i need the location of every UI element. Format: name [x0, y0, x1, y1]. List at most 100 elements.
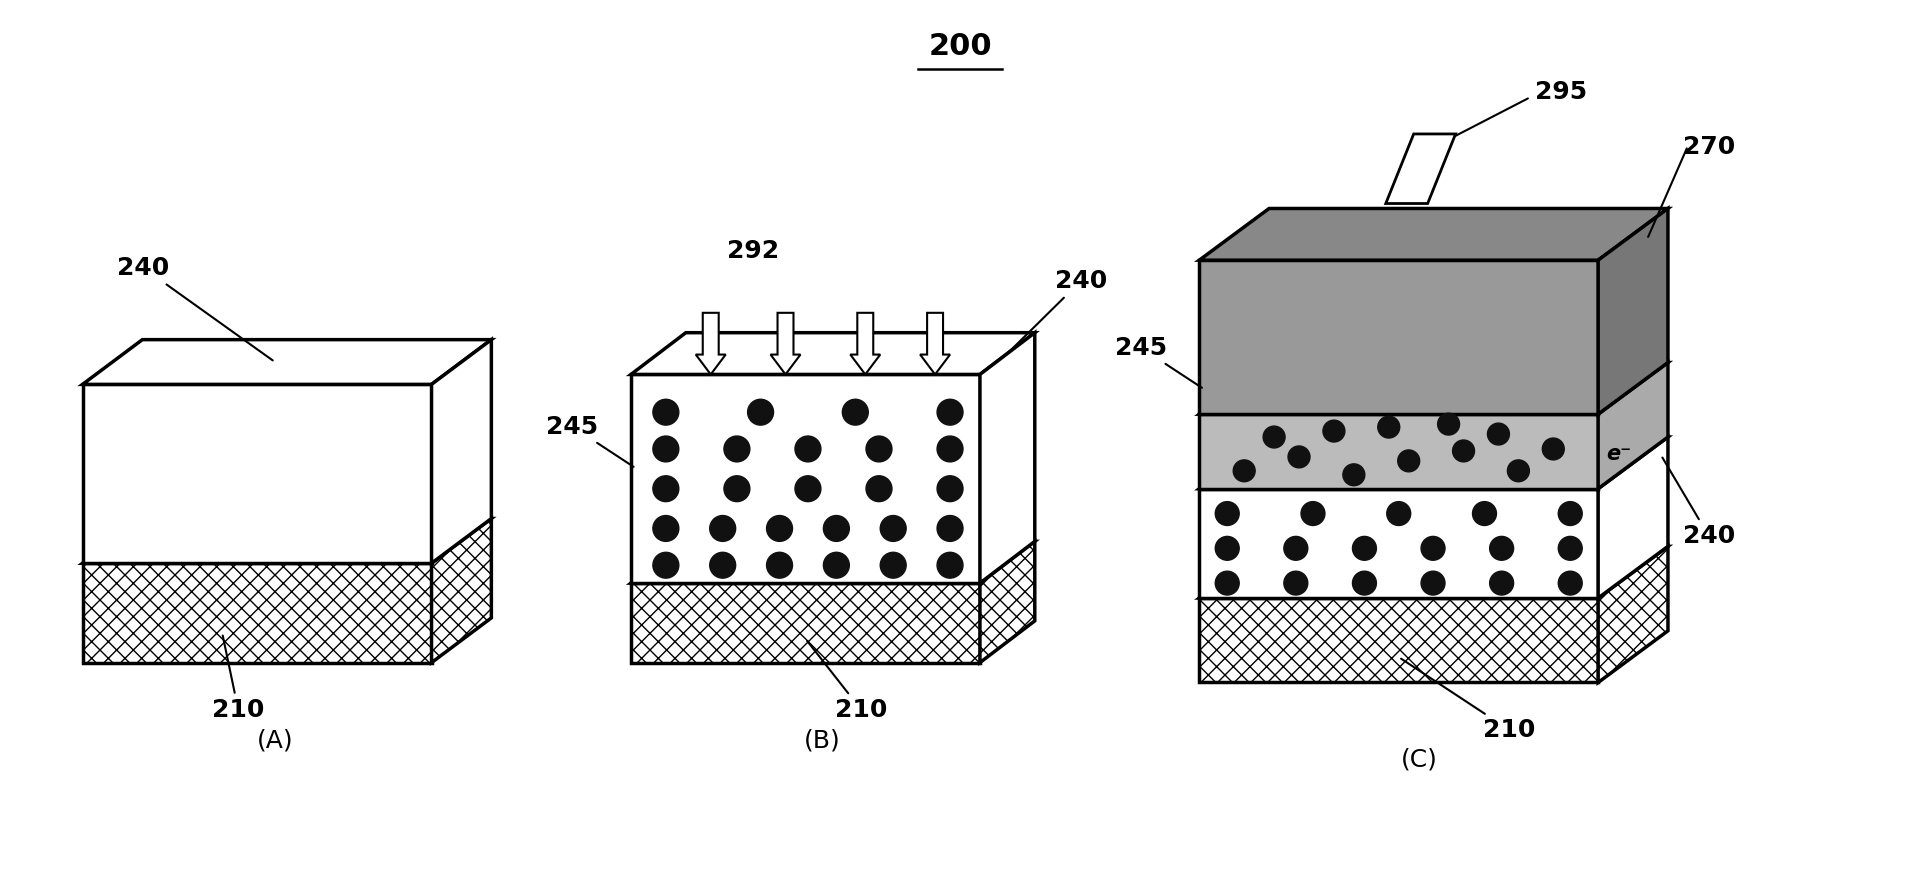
Text: 210: 210 — [1402, 659, 1536, 743]
FancyArrow shape — [771, 313, 800, 375]
Circle shape — [1285, 571, 1308, 595]
Circle shape — [1263, 426, 1285, 448]
Polygon shape — [83, 339, 492, 385]
Circle shape — [654, 436, 679, 461]
Text: 240: 240 — [1661, 458, 1735, 548]
Circle shape — [1508, 460, 1529, 482]
Circle shape — [654, 400, 679, 425]
Circle shape — [1342, 464, 1365, 485]
Polygon shape — [1200, 598, 1598, 682]
Circle shape — [1398, 450, 1419, 472]
Circle shape — [1421, 571, 1444, 595]
Circle shape — [1233, 460, 1256, 482]
Text: 292: 292 — [727, 240, 779, 263]
Circle shape — [937, 552, 963, 578]
Text: 245: 245 — [1115, 336, 1202, 388]
Circle shape — [1542, 438, 1563, 460]
Polygon shape — [83, 519, 492, 563]
Polygon shape — [1598, 209, 1667, 415]
Text: (A): (A) — [256, 728, 294, 752]
Circle shape — [865, 476, 892, 501]
FancyArrow shape — [919, 313, 950, 375]
Circle shape — [794, 476, 821, 501]
Circle shape — [767, 552, 792, 578]
Circle shape — [823, 552, 850, 578]
Circle shape — [748, 400, 773, 425]
Circle shape — [1558, 571, 1583, 595]
Text: e⁻: e⁻ — [1606, 445, 1631, 464]
Polygon shape — [981, 332, 1035, 583]
Circle shape — [1558, 537, 1583, 560]
Circle shape — [794, 436, 821, 461]
Polygon shape — [431, 339, 492, 563]
Circle shape — [1288, 446, 1310, 468]
Circle shape — [1352, 571, 1377, 595]
Circle shape — [1215, 501, 1238, 525]
Polygon shape — [631, 583, 981, 663]
Circle shape — [723, 436, 750, 461]
Circle shape — [723, 476, 750, 501]
Circle shape — [1377, 416, 1400, 438]
Polygon shape — [1598, 362, 1667, 489]
Circle shape — [1386, 501, 1411, 525]
Polygon shape — [83, 563, 431, 663]
Circle shape — [1438, 413, 1460, 435]
Circle shape — [823, 515, 850, 541]
Text: 240: 240 — [117, 256, 273, 361]
Polygon shape — [83, 385, 431, 563]
Circle shape — [1490, 571, 1513, 595]
Polygon shape — [1200, 362, 1667, 415]
Text: 210: 210 — [212, 636, 265, 722]
Polygon shape — [1386, 134, 1456, 203]
Polygon shape — [1200, 489, 1598, 598]
Circle shape — [1488, 423, 1510, 445]
Circle shape — [881, 515, 906, 541]
Circle shape — [1473, 501, 1496, 525]
Circle shape — [881, 552, 906, 578]
FancyArrow shape — [850, 313, 881, 375]
Circle shape — [937, 400, 963, 425]
Text: 245: 245 — [546, 415, 633, 467]
Circle shape — [1452, 440, 1475, 461]
Circle shape — [937, 515, 963, 541]
Polygon shape — [631, 332, 1035, 375]
Text: 200: 200 — [929, 32, 992, 61]
Circle shape — [1302, 501, 1325, 525]
Circle shape — [654, 476, 679, 501]
Circle shape — [1215, 571, 1238, 595]
Polygon shape — [1200, 260, 1598, 415]
Polygon shape — [1598, 437, 1667, 598]
Circle shape — [1352, 537, 1377, 560]
Polygon shape — [631, 375, 981, 583]
Circle shape — [842, 400, 869, 425]
Polygon shape — [631, 541, 1035, 583]
Circle shape — [1285, 537, 1308, 560]
Circle shape — [654, 552, 679, 578]
Polygon shape — [1200, 546, 1667, 598]
FancyArrow shape — [696, 313, 725, 375]
Text: 240: 240 — [1010, 269, 1108, 352]
Circle shape — [1490, 537, 1513, 560]
Polygon shape — [1598, 546, 1667, 682]
Polygon shape — [1200, 437, 1667, 489]
Text: 210: 210 — [808, 641, 888, 722]
Polygon shape — [1200, 415, 1598, 489]
Circle shape — [710, 552, 737, 578]
Circle shape — [1558, 501, 1583, 525]
Circle shape — [1215, 537, 1238, 560]
Text: 270: 270 — [1683, 135, 1735, 159]
Circle shape — [937, 476, 963, 501]
Circle shape — [937, 436, 963, 461]
Circle shape — [865, 436, 892, 461]
Polygon shape — [431, 519, 492, 663]
Text: (C): (C) — [1402, 748, 1438, 772]
Polygon shape — [981, 541, 1035, 663]
Circle shape — [1323, 420, 1344, 442]
Polygon shape — [1200, 209, 1667, 260]
Text: (B): (B) — [804, 728, 840, 752]
Text: 295: 295 — [1535, 80, 1588, 104]
Circle shape — [1421, 537, 1444, 560]
Circle shape — [710, 515, 737, 541]
Circle shape — [767, 515, 792, 541]
Circle shape — [654, 515, 679, 541]
